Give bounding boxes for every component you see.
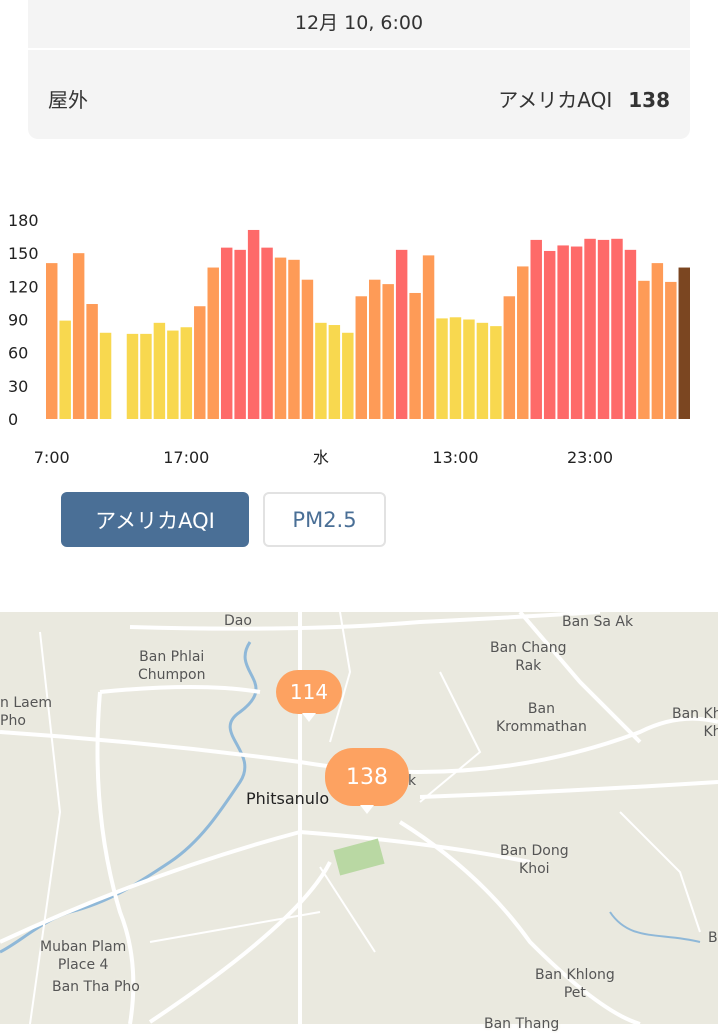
y-tick-label: 180 [8, 211, 39, 230]
aqi-bar[interactable] [422, 255, 435, 419]
reading-card: 12月 10, 6:00 屋外 アメリカAQI 138 [28, 0, 690, 139]
aqi-bar[interactable] [449, 317, 462, 419]
aqi-bar[interactable] [140, 333, 152, 419]
map-label-ban-dong-khoi: Ban Dong Khoi [500, 843, 569, 877]
aqi-bar[interactable] [490, 326, 502, 419]
aqi-bar[interactable] [543, 250, 556, 419]
x-tick-label: 7:00 [34, 448, 70, 467]
aqi-bar[interactable] [46, 263, 58, 419]
aqi-bar[interactable] [355, 296, 367, 419]
aqi-bar[interactable] [194, 306, 206, 419]
aqi-bar[interactable] [315, 322, 327, 419]
aqi-bar[interactable] [301, 279, 314, 419]
aqi-bar[interactable] [180, 327, 193, 419]
aqi-bar[interactable] [611, 238, 623, 419]
aqi-map-pin-138[interactable]: 138 [325, 748, 409, 814]
map-label-ban-tha-pho: Ban Tha Pho [52, 979, 140, 995]
map-label-dao: Dao [224, 613, 252, 629]
map-view[interactable] [0, 612, 718, 1024]
aqi-bar[interactable] [342, 332, 354, 419]
x-tick-label: 23:00 [567, 448, 613, 467]
map-label-ban-thang: Ban Thang [484, 1016, 560, 1032]
aqi-bar[interactable] [517, 266, 529, 419]
aqi-bar[interactable] [597, 239, 610, 419]
aqi-bar[interactable] [395, 249, 408, 419]
aqi-bar[interactable] [153, 322, 166, 419]
map-label-phitsanulok-k: k [408, 773, 417, 789]
aqi-bar[interactable] [409, 292, 421, 419]
aqi-bar[interactable] [530, 239, 542, 419]
aqi-bar[interactable] [557, 245, 569, 419]
aqi-bar[interactable] [503, 296, 516, 419]
aqi-bar[interactable] [665, 281, 677, 419]
aqi-bar[interactable] [99, 332, 112, 419]
aqi-bar[interactable] [638, 280, 650, 419]
aqi-bar[interactable] [570, 246, 583, 419]
x-tick-label: 13:00 [432, 448, 478, 467]
aqi-bar[interactable] [247, 229, 260, 419]
reading-date: 12月 10, 6:00 [28, 0, 690, 50]
aqi-bar[interactable] [288, 259, 300, 419]
aqi-bar[interactable] [624, 249, 637, 419]
aqi-bar[interactable] [369, 279, 381, 419]
aqi-bar[interactable] [678, 267, 690, 419]
aqi-label: アメリカAQI [498, 88, 613, 112]
y-tick-label: 150 [8, 244, 39, 263]
aqi-value: 138 [628, 88, 670, 112]
x-tick-label: 水 [313, 448, 329, 467]
map-label-muban-plam: Muban Plam Place 4 [40, 939, 127, 973]
aqi-bar-chart: 180 150 120 90 60 30 0 7:00 17:00 水 13:00 23:00 [8, 211, 690, 467]
aqi-bar[interactable] [463, 319, 475, 420]
y-tick-label: 0 [8, 410, 18, 429]
y-tick-label: 30 [8, 377, 28, 396]
map-label-ban-phlai-chumpon: Ban Phlai Chumpon [138, 649, 206, 683]
x-tick-label: 17:00 [163, 448, 209, 467]
map-label-edge-b: B [708, 930, 718, 946]
aqi-bar[interactable] [86, 304, 98, 419]
map-label-ban-krommathan: Ban Krommathan [496, 701, 587, 735]
aqi-bar[interactable] [261, 247, 273, 419]
y-tick-label: 90 [8, 311, 28, 330]
map-label-laem-pho: n Laem Pho [0, 695, 52, 729]
aqi-bar[interactable] [476, 322, 489, 419]
aqi-map-pin-114[interactable]: 114 [276, 670, 342, 722]
map-label-ban-khlong-pet: Ban Khlong Pet [535, 967, 615, 1001]
aqi-bar[interactable] [382, 284, 394, 419]
aqi-bar[interactable] [72, 253, 85, 419]
us-aqi-button[interactable]: アメリカAQI [61, 492, 249, 547]
aqi-bar[interactable] [584, 238, 596, 419]
map-label-ban-sa-ak: Ban Sa Ak [562, 614, 634, 630]
aqi-bar[interactable] [234, 249, 246, 419]
aqi-bar[interactable] [436, 318, 448, 419]
aqi-bar[interactable] [328, 325, 341, 419]
aqi-bar[interactable] [207, 267, 219, 419]
y-tick-label: 60 [8, 344, 28, 363]
aqi-bar[interactable] [274, 257, 287, 419]
aqi-bar[interactable] [126, 333, 139, 419]
y-tick-label: 120 [8, 277, 39, 296]
map-label-ban-chang-rak: Ban Chang Rak [490, 640, 567, 674]
aqi-reading: アメリカAQI 138 [498, 84, 670, 113]
map-label-phitsanulok: Phitsanulo [246, 789, 330, 808]
aqi-bar[interactable] [167, 330, 179, 419]
aqi-bar[interactable] [59, 320, 71, 419]
pm25-button[interactable]: PM2.5 [263, 492, 386, 547]
aqi-bar[interactable] [651, 263, 664, 419]
map-label-ban-kh: Ban Kh Kh [672, 706, 718, 740]
aqi-bar[interactable] [220, 247, 233, 419]
location-label: 屋外 [48, 88, 88, 112]
